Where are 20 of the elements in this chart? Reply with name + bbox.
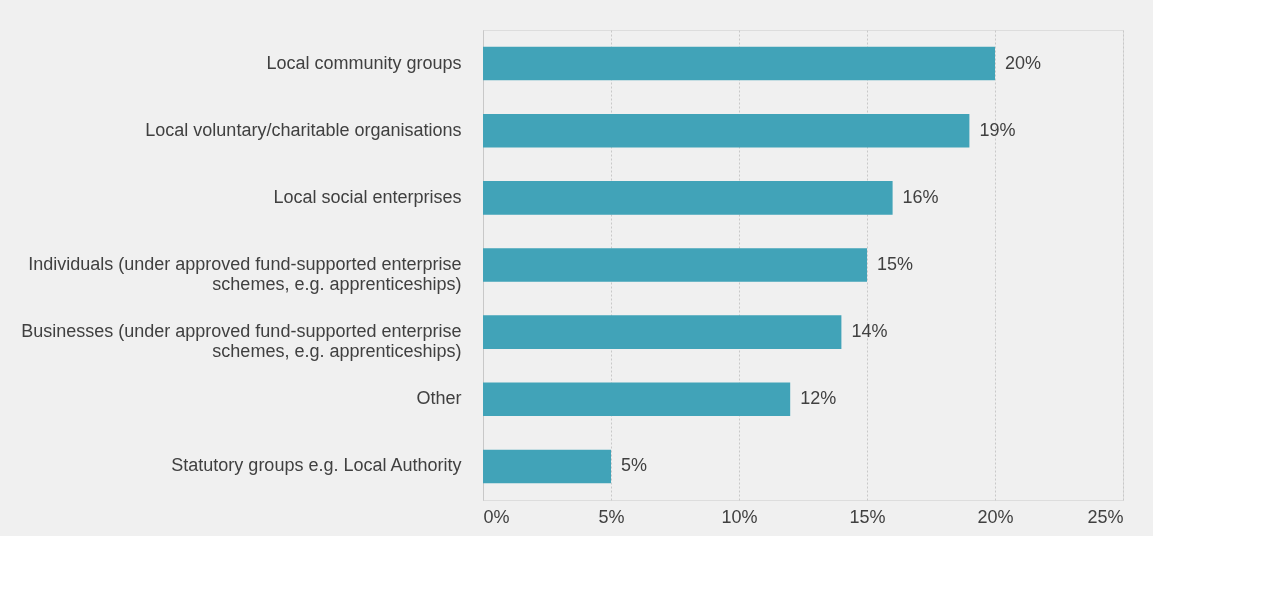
data-label: 20% xyxy=(1005,52,1042,73)
data-label: 15% xyxy=(877,254,914,274)
y-tick-label: Local voluntary/charitable organisations xyxy=(145,119,462,140)
data-label: 14% xyxy=(851,321,888,342)
x-tick-label: 25% xyxy=(1087,506,1124,527)
data-label: 16% xyxy=(902,186,939,207)
y-tick-label: Local community groups xyxy=(266,52,462,73)
y-tick-label: Local social enterprises xyxy=(273,186,462,207)
y-tick-label: Individuals (under approved fund-supported enterprise schemes, e.g. apprenticeships) xyxy=(28,254,462,294)
y-tick-label: Statutory groups e.g. Local Authority xyxy=(171,455,462,476)
data-label: 5% xyxy=(621,455,648,476)
x-tick-label: 20% xyxy=(977,506,1014,527)
y-tick-label: Businesses (under approved fund-supported enterprise schemes, e.g. apprenticeships) xyxy=(21,321,462,362)
x-tick-label: 15% xyxy=(849,506,886,527)
x-tick-label: 0% xyxy=(483,506,510,527)
data-label: 12% xyxy=(800,388,837,409)
y-tick-label: Other xyxy=(416,388,462,409)
data-label: 19% xyxy=(979,119,1016,140)
x-tick-label: 5% xyxy=(598,506,625,527)
x-tick-label: 10% xyxy=(721,506,758,527)
